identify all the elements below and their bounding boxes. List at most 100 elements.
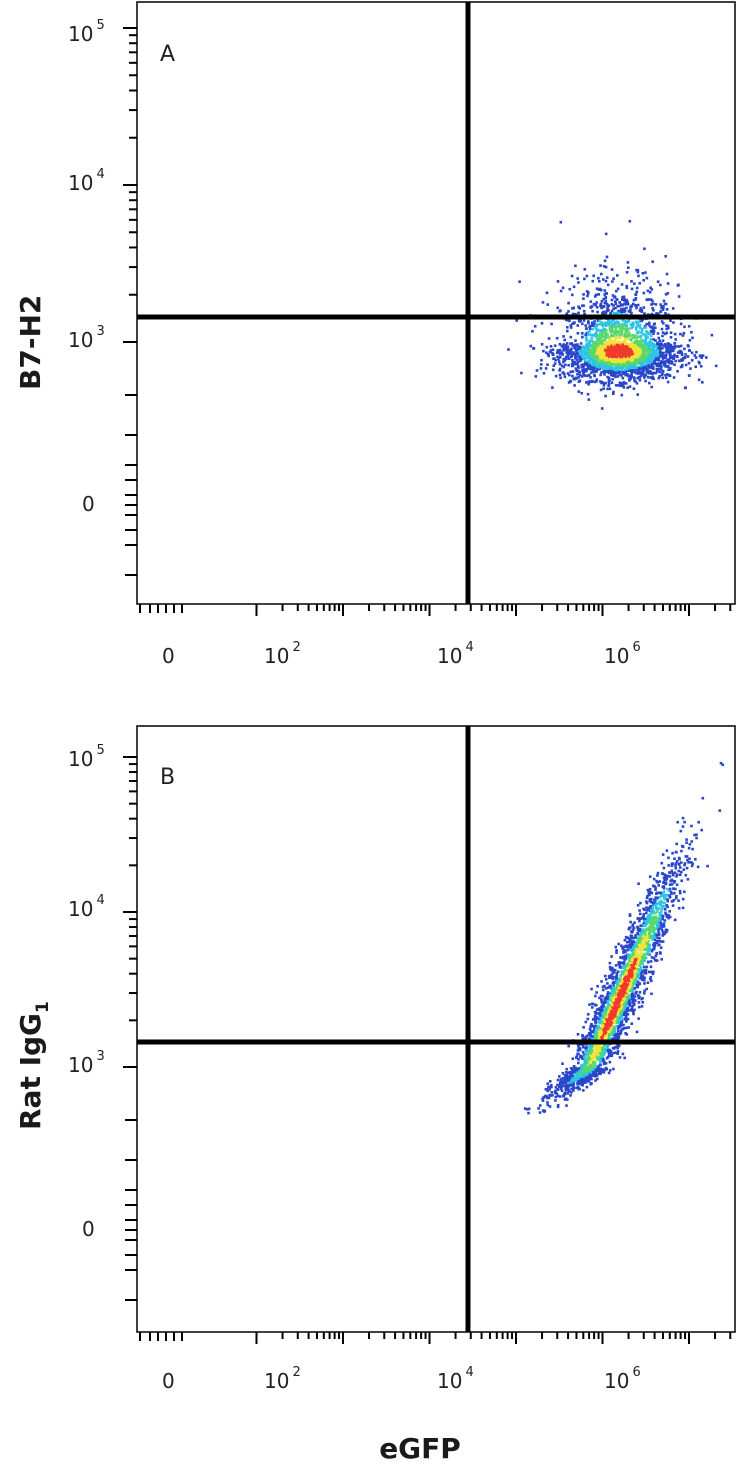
event-dot	[590, 1048, 594, 1052]
event-dot	[676, 355, 679, 358]
event-dot	[644, 367, 647, 371]
event-dot	[663, 360, 666, 363]
event-dot	[661, 940, 665, 943]
event-dot	[583, 362, 587, 365]
event-dot	[663, 302, 667, 306]
event-dot	[637, 365, 640, 369]
event-dot	[653, 946, 656, 949]
event-dot	[555, 351, 559, 355]
event-dot	[603, 1009, 606, 1012]
event-dot	[651, 938, 654, 941]
event-dot	[612, 367, 615, 370]
event-dot	[658, 895, 662, 899]
event-dot	[673, 918, 677, 922]
event-dot	[595, 1055, 599, 1058]
event-dot	[569, 1094, 572, 1097]
event-dot	[641, 355, 645, 358]
event-dot	[607, 1018, 611, 1022]
event-dot	[653, 352, 657, 356]
event-dot	[637, 1017, 640, 1020]
event-dot	[610, 353, 614, 356]
event-dot	[647, 332, 651, 336]
event-dot	[649, 930, 652, 934]
event-dot	[629, 934, 633, 938]
event-dot	[691, 336, 694, 340]
event-dot	[589, 380, 592, 383]
event-dot	[657, 884, 660, 887]
event-dot	[652, 367, 655, 371]
event-dot	[649, 298, 653, 301]
event-dot	[658, 880, 662, 883]
event-dot	[594, 304, 598, 307]
event-dot	[598, 1056, 602, 1060]
event-dot	[603, 301, 607, 305]
event-dot	[594, 331, 598, 334]
event-dot	[646, 946, 650, 950]
event-dot	[576, 346, 580, 350]
event-dot	[604, 974, 607, 978]
event-dot	[596, 337, 599, 341]
event-dot	[601, 1020, 605, 1023]
event-dot	[656, 332, 660, 335]
event-dot	[630, 344, 634, 348]
event-dot	[542, 1096, 545, 1099]
event-dot	[635, 306, 638, 310]
event-dot	[657, 347, 660, 350]
event-dot	[577, 281, 580, 284]
event-dot	[672, 349, 675, 353]
event-dot	[651, 330, 654, 334]
event-dot	[613, 1021, 616, 1024]
event-dot	[570, 362, 574, 366]
event-dot	[628, 966, 631, 970]
event-dot	[635, 368, 638, 372]
event-dot	[625, 994, 628, 997]
event-dot	[664, 255, 667, 258]
event-dot	[688, 857, 691, 861]
event-dot	[610, 1011, 613, 1014]
event-dot	[642, 291, 646, 295]
event-dot	[615, 999, 619, 1002]
event-dot	[622, 963, 625, 966]
event-dot	[564, 1085, 568, 1088]
event-dot	[627, 366, 631, 370]
event-dot	[636, 917, 640, 920]
event-dot	[584, 324, 587, 327]
event-dot	[618, 373, 621, 376]
event-dot	[633, 334, 636, 338]
event-dot	[607, 371, 611, 375]
event-dot	[655, 347, 659, 351]
event-dot	[582, 319, 586, 322]
event-dot	[615, 949, 618, 952]
event-dot	[654, 959, 657, 962]
event-dot	[621, 376, 625, 380]
event-dot	[706, 864, 709, 868]
event-dot	[563, 375, 567, 379]
event-dot	[633, 966, 636, 970]
event-dot	[656, 354, 660, 357]
event-dot	[675, 875, 678, 878]
event-dot	[586, 1067, 589, 1070]
event-dot	[652, 366, 655, 369]
event-dot	[608, 961, 612, 965]
event-dot	[588, 373, 591, 377]
event-dot	[556, 349, 560, 352]
event-dot	[618, 381, 622, 385]
event-dot	[591, 370, 595, 373]
event-dot	[658, 349, 662, 352]
event-dot	[594, 365, 598, 368]
event-dot	[578, 350, 581, 353]
event-dot	[652, 901, 655, 904]
event-dot	[613, 322, 616, 326]
event-dot	[613, 353, 616, 357]
event-dot	[614, 345, 618, 348]
event-dot	[622, 948, 625, 951]
event-dot	[672, 321, 675, 324]
event-dot	[595, 1026, 599, 1030]
event-dot	[646, 915, 649, 919]
event-dot	[595, 341, 598, 344]
event-dot	[651, 922, 654, 926]
event-dot	[601, 994, 604, 998]
event-dot	[608, 1069, 612, 1072]
event-dot	[662, 922, 666, 925]
event-dot	[639, 351, 643, 355]
